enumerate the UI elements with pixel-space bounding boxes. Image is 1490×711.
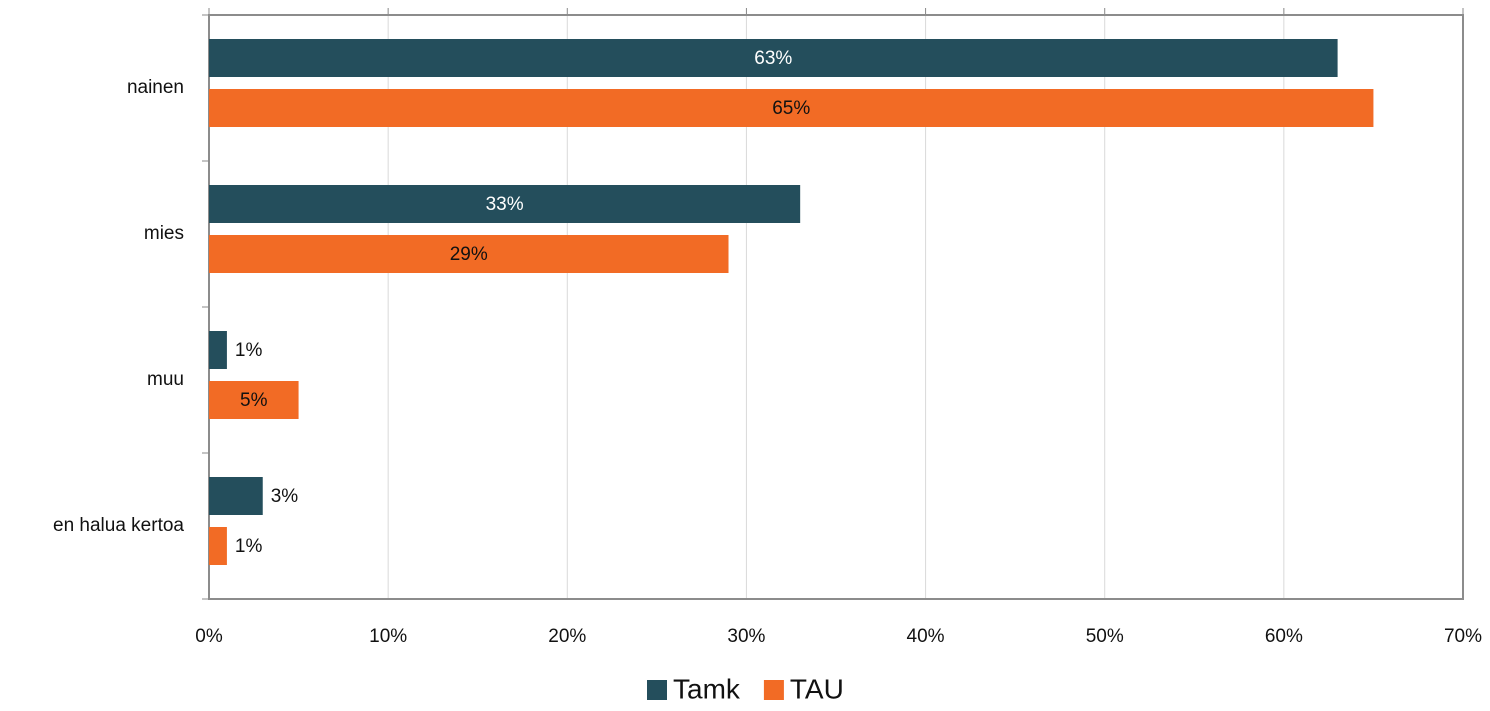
x-tick-label: 60% (1265, 626, 1303, 647)
data-label: 5% (240, 390, 268, 411)
y-tick-label: en halua kertoa (53, 515, 184, 536)
x-tick-label: 40% (907, 626, 945, 647)
x-tick-label: 70% (1444, 626, 1482, 647)
legend-label: Tamk (673, 673, 741, 704)
y-tick-label: nainen (127, 77, 184, 98)
bar (209, 235, 729, 273)
x-tick-label: 20% (548, 626, 586, 647)
bar (209, 331, 227, 369)
bar (209, 477, 263, 515)
data-label: 1% (235, 340, 263, 361)
x-tick-label: 30% (727, 626, 765, 647)
data-label: 63% (754, 48, 792, 69)
data-label: 29% (450, 244, 488, 265)
x-tick-label: 0% (195, 626, 223, 647)
bar (209, 89, 1374, 127)
legend-swatch (647, 680, 667, 700)
legend-label: TAU (790, 673, 844, 704)
bar (209, 381, 299, 419)
x-tick-label: 50% (1086, 626, 1124, 647)
data-label: 33% (486, 194, 524, 215)
bar (209, 185, 801, 223)
x-tick-label: 10% (369, 626, 407, 647)
bar (209, 527, 227, 565)
legend-swatch (763, 680, 784, 700)
y-tick-label: mies (144, 223, 184, 244)
data-label: 65% (772, 98, 810, 119)
data-label: 1% (235, 536, 263, 557)
bar (209, 39, 1338, 77)
y-tick-label: muu (147, 369, 184, 390)
data-label: 3% (271, 486, 299, 507)
